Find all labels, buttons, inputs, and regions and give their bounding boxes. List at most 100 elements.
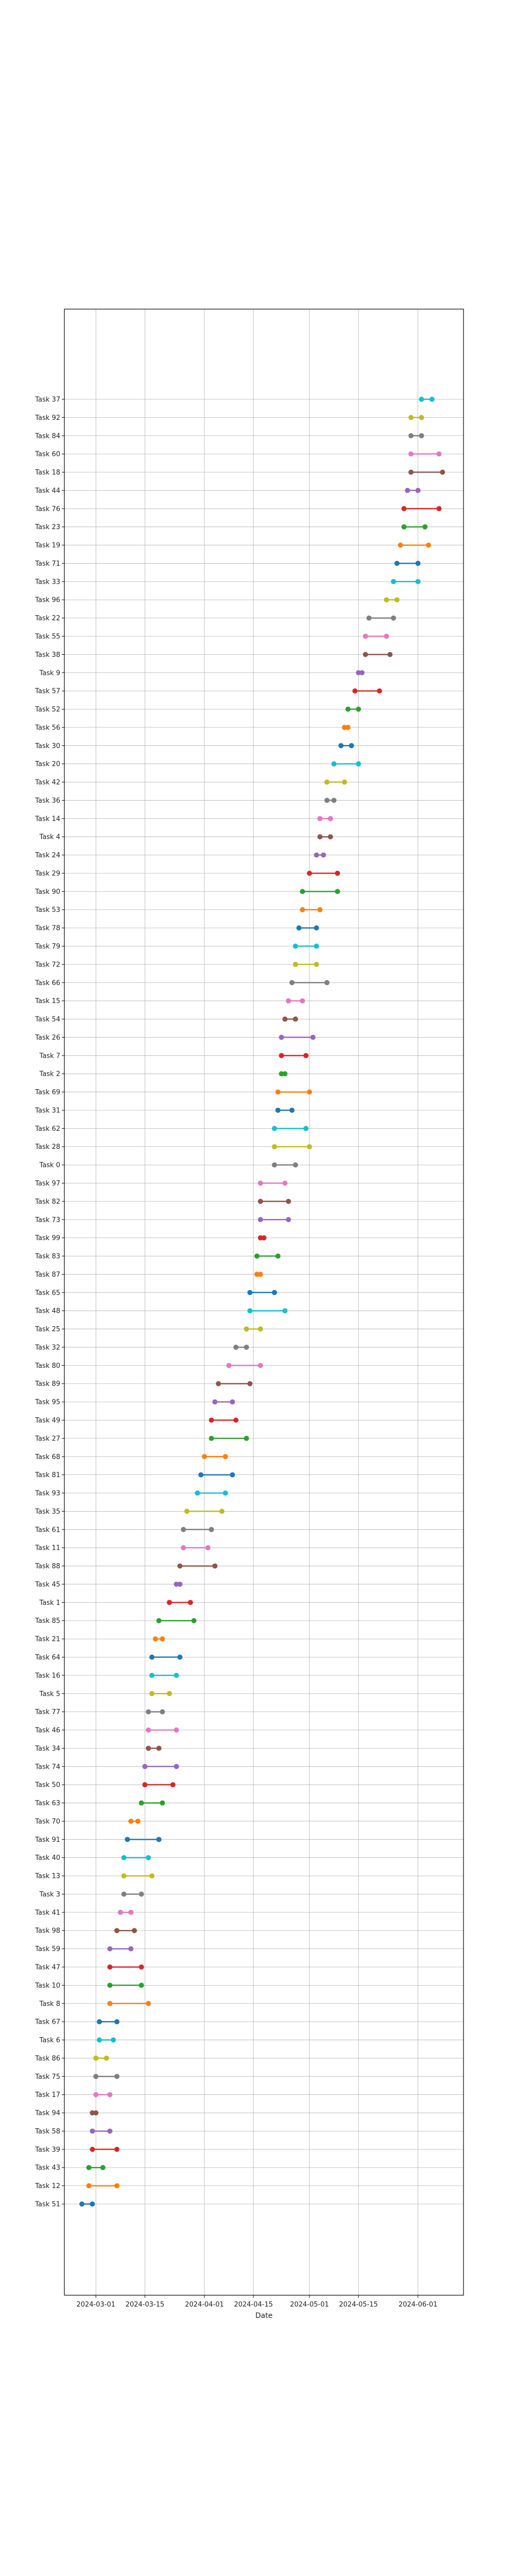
y-tick-label: Task 36	[35, 797, 60, 805]
task-start-point	[271, 1126, 277, 1131]
task-start-point	[275, 1107, 281, 1113]
y-tick-label: Task 34	[35, 1745, 60, 1753]
task-end-point	[341, 779, 347, 785]
task-start-point	[289, 980, 295, 986]
y-tick-label: Task 98	[35, 1927, 60, 1935]
task-end-point	[156, 1837, 162, 1842]
y-tick-label: Task 91	[35, 1836, 60, 1844]
y-tick-label: Task 32	[35, 1344, 60, 1351]
y-tick-label: Task 20	[35, 760, 60, 768]
y-tick-label: Task 87	[35, 1271, 60, 1279]
task-end-point	[93, 2110, 99, 2116]
task-start-point	[149, 1672, 154, 1678]
task-start-point	[212, 1399, 218, 1405]
y-tick-label: Task 51	[35, 2201, 60, 2209]
task-end-point	[209, 1527, 214, 1532]
task-end-point	[191, 1618, 197, 1623]
task-end-point	[100, 2165, 106, 2171]
task-end-point	[244, 1435, 249, 1441]
y-tick-label: Task 79	[35, 943, 60, 951]
task-end-point	[286, 1198, 291, 1204]
task-end-point	[107, 2092, 113, 2097]
task-start-point	[121, 1873, 127, 1879]
task-start-point	[293, 943, 298, 949]
task-end-point	[314, 943, 319, 949]
task-start-point	[142, 1782, 148, 1788]
y-tick-label: Task 88	[35, 1563, 60, 1570]
task-start-point	[152, 1636, 158, 1642]
task-start-point	[96, 2037, 102, 2043]
task-end-point	[376, 688, 382, 694]
x-tick-label: 2024-04-01	[185, 2301, 224, 2309]
task-start-point	[184, 1509, 190, 1514]
task-end-point	[258, 1326, 263, 1332]
task-end-point	[170, 1782, 176, 1788]
task-end-point	[415, 561, 421, 566]
task-start-point	[324, 798, 330, 803]
x-tick-label: 2024-03-15	[126, 2301, 165, 2309]
task-end-point	[247, 1381, 253, 1386]
task-start-point	[125, 1837, 130, 1842]
task-start-point	[181, 1545, 186, 1551]
y-tick-label: Task 93	[35, 1490, 60, 1498]
y-tick-label: Task 35	[35, 1508, 60, 1516]
task-end-point	[384, 633, 389, 639]
task-start-point	[408, 415, 414, 420]
task-end-point	[160, 1800, 165, 1806]
plot-frame	[64, 309, 464, 2296]
task-start-point	[166, 1600, 172, 1605]
task-start-point	[384, 597, 389, 603]
task-start-point	[149, 1654, 154, 1660]
task-start-point	[146, 1727, 151, 1733]
y-tick-label: Task 74	[35, 1763, 60, 1771]
task-start-point	[93, 2055, 99, 2061]
y-tick-label: Task 53	[35, 906, 60, 914]
y-tick-label: Task 61	[35, 1526, 60, 1534]
y-tick-label: Task 78	[35, 925, 60, 933]
task-start-point	[93, 2074, 99, 2079]
task-end-point	[114, 2146, 119, 2152]
y-tick-label: Task 23	[35, 523, 60, 531]
y-tick-label: Task 50	[35, 1782, 60, 1789]
task-end-point	[394, 597, 400, 603]
task-start-point	[300, 907, 305, 912]
task-start-point	[271, 1144, 277, 1149]
y-tick-label: Task 52	[35, 706, 60, 714]
task-end-point	[345, 724, 351, 730]
y-tick-label: Task 9	[39, 669, 60, 677]
task-start-point	[79, 2201, 84, 2207]
y-tick-label: Task 26	[35, 1034, 60, 1042]
task-start-point	[93, 2092, 99, 2097]
task-start-point	[419, 397, 424, 402]
task-start-point	[331, 761, 337, 767]
task-end-point	[156, 1745, 162, 1751]
y-tick-label: Task 18	[35, 469, 60, 477]
y-tick-label: Task 8	[39, 2000, 60, 2008]
y-tick-label: Task 25	[35, 1326, 60, 1333]
y-tick-label: Task 4	[39, 834, 60, 841]
task-end-point	[335, 870, 340, 876]
task-start-point	[258, 1217, 263, 1223]
task-start-point	[296, 925, 302, 931]
y-tick-label: Task 0	[39, 1162, 60, 1170]
task-end-point	[387, 652, 393, 657]
task-start-point	[107, 1946, 113, 1952]
task-start-point	[258, 1198, 263, 1204]
task-start-point	[114, 1928, 119, 1934]
x-tick-label: 2024-05-01	[290, 2301, 329, 2309]
y-tick-label: Task 2	[39, 1071, 60, 1078]
task-start-point	[405, 487, 410, 493]
x-tick-label: 2024-04-15	[234, 2301, 273, 2309]
task-start-point	[324, 779, 330, 785]
task-start-point	[352, 688, 358, 694]
task-end-point	[359, 670, 365, 675]
task-end-point	[149, 1873, 154, 1879]
task-start-point	[244, 1326, 249, 1332]
task-start-point	[408, 433, 414, 438]
task-start-point	[247, 1290, 253, 1295]
y-tick-label: Task 49	[35, 1417, 60, 1425]
y-tick-label: Task 99	[35, 1234, 60, 1242]
y-tick-label: Task 47	[35, 1964, 60, 1972]
y-tick-label: Task 77	[35, 1708, 60, 1716]
